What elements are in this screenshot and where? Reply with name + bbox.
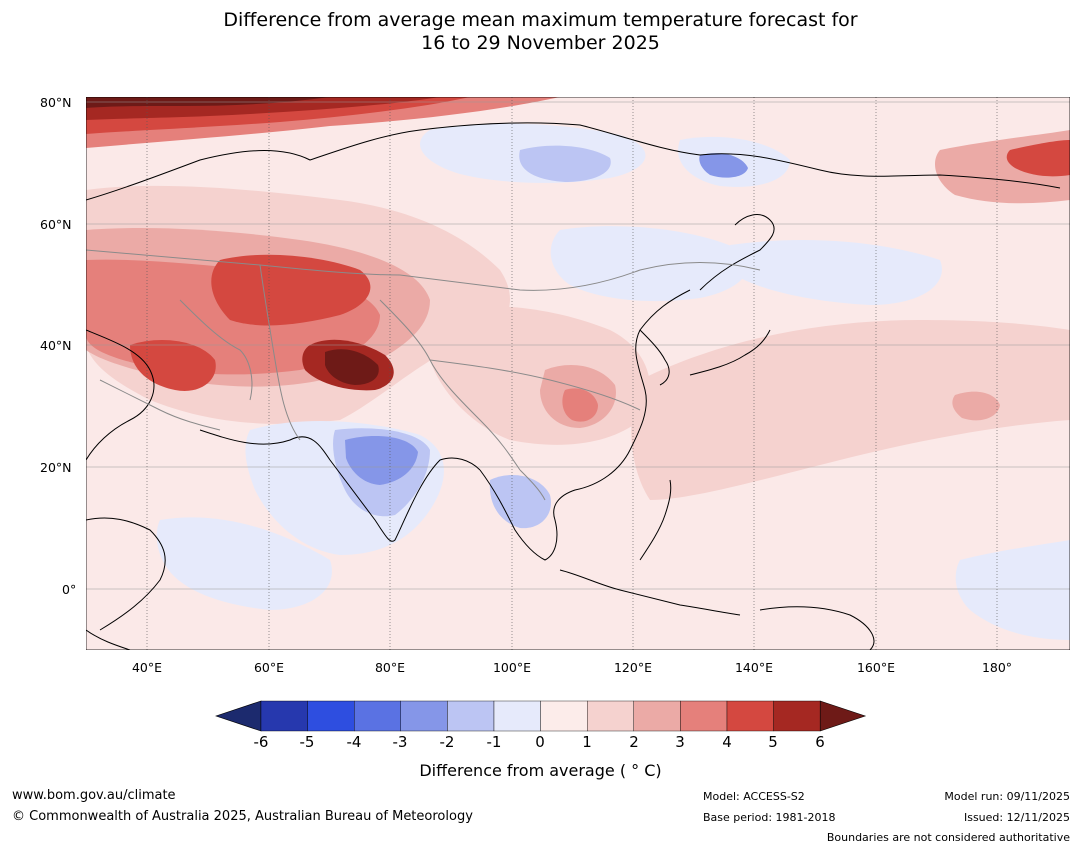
colorbar-arrow-high bbox=[819, 700, 867, 732]
colorbar-segment bbox=[680, 700, 728, 732]
anomaly-warm-central-asia-4 bbox=[211, 254, 371, 326]
lat-label-equator: 0° bbox=[62, 582, 77, 597]
colorbar-segment bbox=[493, 700, 541, 732]
longitude-gridlines bbox=[146, 97, 998, 650]
anomaly-cool-east-siberia-2 bbox=[699, 153, 748, 178]
anomaly-cool-indian-ocean bbox=[156, 517, 332, 610]
colorbar-tick: 1 bbox=[582, 733, 592, 751]
colorbar-segment bbox=[447, 700, 495, 732]
anomaly-warm-tibet-core bbox=[325, 349, 379, 385]
model-text: Model: ACCESS-S2 bbox=[703, 790, 805, 803]
website-link[interactable]: www.bom.gov.au/climate bbox=[12, 788, 176, 803]
lon-label-100e: 100°E bbox=[492, 660, 531, 675]
anomaly-warm-far-east-2 bbox=[1006, 140, 1070, 177]
lon-label-40e: 40°E bbox=[131, 660, 163, 675]
colorbar-segment bbox=[540, 700, 588, 732]
anomaly-warm-caspian bbox=[130, 340, 216, 391]
anomaly-cool-pacific-equator bbox=[955, 540, 1070, 640]
lon-label-180: 180° bbox=[981, 660, 1013, 675]
copyright-text: © Commonwealth of Australia 2025, Austra… bbox=[12, 809, 473, 824]
lon-label-80e: 80°E bbox=[374, 660, 406, 675]
colorbar-tick: -4 bbox=[346, 733, 362, 751]
anomaly-warm-pacific bbox=[631, 320, 1070, 500]
title-line-2: 16 to 29 November 2025 bbox=[421, 32, 660, 54]
anomaly-band-arctic-7 bbox=[86, 97, 330, 108]
colorbar-segments bbox=[215, 700, 867, 732]
disclaimer-text: Boundaries are not considered authoritat… bbox=[826, 831, 1070, 844]
lon-label-140e: 140°E bbox=[734, 660, 773, 675]
colorbar-segment bbox=[354, 700, 402, 732]
colorbar-tick: -2 bbox=[439, 733, 455, 751]
issued-text: Issued: 12/11/2025 bbox=[963, 811, 1070, 824]
anomaly-warm-china-3 bbox=[562, 388, 598, 422]
colorbar-arrow-low bbox=[215, 700, 262, 732]
anomaly-cool-pacific-north bbox=[730, 240, 942, 305]
colorbar-label: Difference from average ( ° C) bbox=[419, 761, 662, 780]
lon-label-120e: 120°E bbox=[613, 660, 652, 675]
colorbar-tick: 0 bbox=[535, 733, 545, 751]
coastlines bbox=[86, 122, 1061, 650]
base-period-text: Base period: 1981-2018 bbox=[703, 811, 836, 824]
colorbar-segment bbox=[773, 700, 821, 732]
colorbar-segment bbox=[260, 700, 308, 732]
lat-label-40n: 40°N bbox=[40, 338, 72, 353]
title-line-1: Difference from average mean maximum tem… bbox=[223, 9, 858, 31]
colorbar-tick: -1 bbox=[486, 733, 502, 751]
anomaly-cool-siberia-2 bbox=[519, 145, 611, 182]
colorbar-tick: 3 bbox=[675, 733, 685, 751]
colorbar-tick: -6 bbox=[253, 733, 269, 751]
colorbar-segment bbox=[307, 700, 355, 732]
colorbar-tick: 2 bbox=[629, 733, 639, 751]
model-run-text: Model run: 09/11/2025 bbox=[944, 790, 1070, 803]
anomaly-warm-pacific-2 bbox=[952, 391, 1000, 421]
colorbar-tick: -3 bbox=[392, 733, 408, 751]
colorbar-segment bbox=[633, 700, 681, 732]
anomaly-cool-india-3 bbox=[345, 436, 418, 485]
lat-label-20n: 20°N bbox=[40, 460, 72, 475]
colorbar-segment bbox=[587, 700, 635, 732]
colorbar-segment bbox=[400, 700, 448, 732]
forecast-map bbox=[86, 97, 1070, 650]
colorbar-tick: 5 bbox=[768, 733, 778, 751]
lon-label-160e: 160°E bbox=[856, 660, 895, 675]
anomaly-cool-seasia bbox=[489, 475, 551, 529]
colorbar-tick: 6 bbox=[815, 733, 825, 751]
latitude-gridlines bbox=[86, 101, 1070, 590]
lat-label-80n: 80°N bbox=[40, 95, 72, 110]
country-borders bbox=[86, 249, 761, 501]
colorbar-tick: 4 bbox=[722, 733, 732, 751]
lat-label-60n: 60°N bbox=[40, 217, 72, 232]
chart-title: Difference from average mean maximum tem… bbox=[0, 9, 1081, 55]
colorbar-segment bbox=[726, 700, 774, 732]
colorbar-tick: -5 bbox=[299, 733, 315, 751]
lon-label-60e: 60°E bbox=[253, 660, 285, 675]
